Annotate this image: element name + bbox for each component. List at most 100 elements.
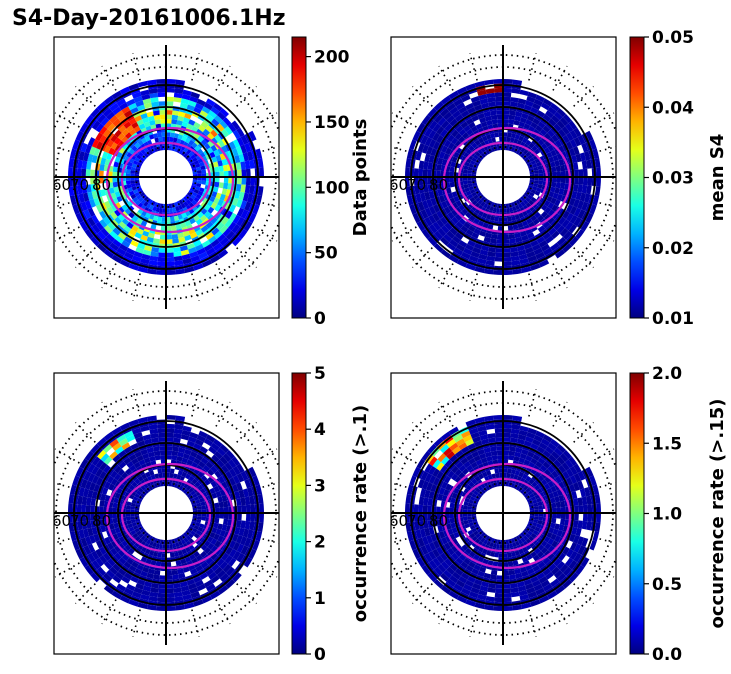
heatmap-cell	[123, 587, 134, 596]
heatmap-cell	[548, 527, 555, 534]
heatmap-cell	[467, 506, 473, 510]
heatmap-cell	[556, 171, 562, 177]
heatmap-cell	[202, 128, 211, 136]
heatmap-cell	[81, 513, 87, 522]
heatmap-cell	[449, 563, 458, 572]
heatmap-cell	[186, 528, 193, 533]
heatmap-cell	[421, 480, 429, 490]
heatmap-cell	[121, 576, 131, 584]
heatmap-cell	[452, 571, 461, 580]
heatmap-cell	[192, 191, 198, 197]
heatmap-cell	[592, 148, 600, 159]
heatmap-cell	[114, 473, 122, 481]
heatmap-cell	[214, 470, 222, 479]
heatmap-cell	[585, 466, 594, 478]
heatmap-cell	[231, 120, 241, 130]
heatmap-cell	[518, 121, 526, 128]
heatmap-cell	[99, 519, 105, 527]
heatmap-cell	[424, 191, 431, 201]
heatmap-cell	[215, 528, 222, 536]
heatmap-cell	[228, 513, 233, 520]
heatmap-cell	[532, 102, 541, 111]
heatmap-cell	[232, 572, 242, 583]
heatmap-cell	[455, 200, 463, 207]
heatmap-cell	[568, 560, 578, 570]
heatmap-cell	[137, 416, 148, 424]
heatmap-cell	[542, 98, 553, 107]
heatmap-cell	[510, 587, 519, 593]
heatmap-cell	[451, 465, 459, 474]
heatmap-cell	[126, 98, 136, 107]
heatmap-cell	[436, 134, 444, 144]
heatmap-cell	[589, 540, 597, 551]
heatmap-cell	[240, 470, 249, 481]
heatmap-cell	[434, 566, 444, 577]
heatmap-cell	[480, 245, 490, 252]
heatmap-cell	[180, 558, 187, 565]
heatmap-cell	[477, 425, 487, 432]
heatmap-cell	[562, 210, 570, 220]
heatmap-cell	[181, 589, 191, 597]
heatmap-cell	[200, 561, 209, 569]
heatmap-cell	[455, 221, 464, 229]
heatmap-cell	[494, 87, 503, 93]
heatmap-cell	[232, 139, 241, 148]
heatmap-cell	[439, 128, 448, 138]
heatmap-cell	[205, 232, 215, 241]
heatmap-cell	[188, 119, 196, 126]
heatmap-cell	[581, 496, 588, 506]
heatmap-cell	[546, 487, 553, 495]
heatmap-cell	[413, 168, 419, 177]
heatmap-cell	[179, 102, 189, 109]
heatmap-cell	[193, 263, 204, 271]
heatmap-cell	[421, 200, 429, 210]
heatmap-cell	[84, 228, 94, 240]
heatmap-cell	[490, 569, 498, 576]
heatmap-cell	[446, 187, 452, 194]
heatmap-cell	[196, 166, 202, 171]
heatmap-cell	[519, 117, 527, 124]
heatmap-cell	[473, 217, 480, 225]
heatmap-cell	[478, 429, 488, 437]
heatmap-cell	[538, 505, 544, 510]
heatmap-cell	[447, 470, 455, 479]
heatmap-cell	[124, 468, 132, 476]
heatmap-cell	[196, 183, 202, 188]
heatmap-cell	[159, 543, 163, 549]
heatmap-cell	[468, 121, 476, 129]
heatmap-cell	[547, 552, 555, 561]
heatmap-cell	[522, 199, 529, 205]
heatmap-cell	[182, 453, 190, 460]
heatmap-cell	[562, 134, 570, 144]
heatmap-cell	[97, 449, 107, 460]
heatmap-cell	[413, 504, 419, 513]
heatmap-cell	[465, 579, 474, 588]
heatmap-cell	[523, 192, 530, 197]
heatmap-cell	[551, 134, 559, 143]
heatmap-cell	[121, 554, 130, 562]
heatmap-cell	[166, 597, 175, 603]
heatmap-cell	[146, 236, 154, 243]
heatmap-cell	[176, 474, 182, 480]
heatmap-cell	[132, 496, 139, 501]
heatmap-cell	[415, 151, 422, 161]
heatmap-cell	[156, 606, 166, 611]
heatmap-cell	[467, 516, 473, 520]
heatmap-cell	[577, 200, 585, 210]
heatmap-cell	[207, 476, 215, 484]
heatmap-cell	[148, 199, 154, 205]
heatmap-cell	[195, 218, 203, 226]
heatmap-cell	[140, 220, 148, 227]
heatmap-cell	[221, 158, 228, 166]
heatmap-cell	[432, 557, 441, 567]
heatmap-cell	[112, 507, 118, 513]
heatmap-cell	[250, 504, 256, 513]
heatmap-cell	[144, 135, 151, 142]
heatmap-cell	[520, 201, 526, 207]
heatmap-cell	[252, 475, 260, 486]
heatmap-cell	[451, 202, 459, 210]
heatmap-cell	[168, 203, 173, 209]
heatmap-cell	[200, 550, 208, 558]
heatmap-cell	[193, 196, 200, 203]
